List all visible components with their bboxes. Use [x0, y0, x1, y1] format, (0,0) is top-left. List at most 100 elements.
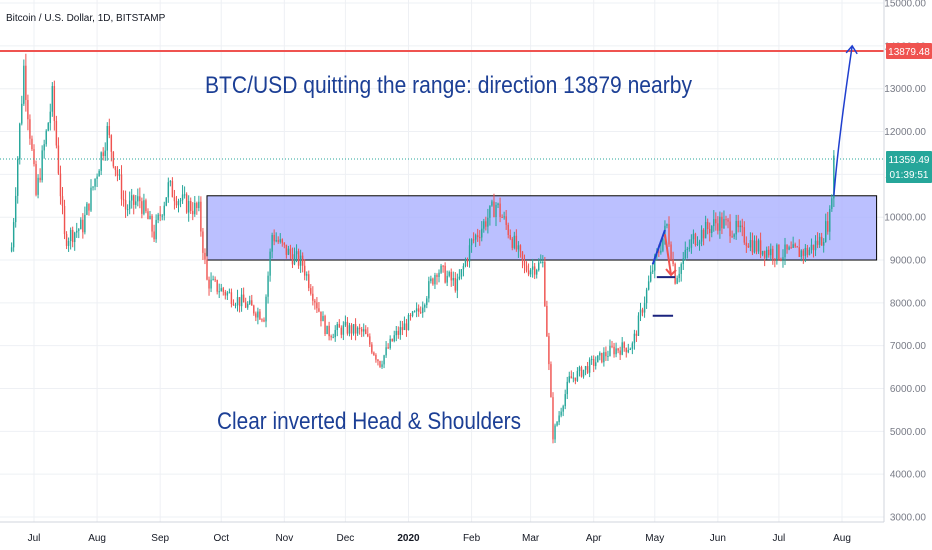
y-tick-label: 13000.00 — [884, 84, 926, 95]
candle-body — [814, 240, 817, 251]
y-tick-label: 9000.00 — [890, 256, 927, 267]
candle-body — [538, 262, 540, 271]
candle-body — [607, 355, 609, 357]
candle-body — [385, 347, 387, 356]
candle-body — [167, 182, 170, 198]
candle-body — [688, 247, 691, 249]
candle-body — [283, 242, 286, 245]
candle-body — [501, 216, 503, 218]
candle-body — [183, 194, 186, 196]
candle-body — [198, 201, 200, 209]
candle-body — [495, 204, 497, 218]
candle-body — [700, 229, 703, 242]
candle-body — [71, 229, 74, 243]
candle-body — [529, 269, 532, 275]
candle-body — [214, 279, 216, 281]
candle-body — [554, 425, 556, 440]
candle-body — [684, 249, 686, 259]
candle-body — [825, 221, 827, 242]
candle-body — [285, 244, 288, 255]
candle-body — [660, 250, 662, 253]
x-tick-label: Oct — [213, 533, 229, 544]
candle-body — [342, 325, 345, 335]
pattern-annotation: Clear inverted Head & Shoulders — [217, 408, 521, 435]
candle-body — [711, 226, 713, 233]
candle-body — [641, 309, 644, 313]
candle-body — [739, 225, 741, 228]
candle-body — [670, 244, 672, 260]
candle-body — [73, 232, 76, 243]
candle-body — [265, 296, 267, 322]
neckline-line — [651, 229, 666, 265]
candle-body — [204, 252, 206, 260]
candle-body — [143, 200, 145, 214]
candle-body — [438, 272, 440, 278]
candle-body — [348, 325, 351, 334]
candle-body — [623, 342, 625, 348]
candle-body — [163, 205, 165, 216]
candle-body — [161, 215, 163, 217]
candle-body — [192, 210, 194, 215]
candle-body — [84, 214, 86, 233]
candle-body — [590, 359, 593, 361]
candle-body — [310, 288, 312, 294]
candle-body — [765, 249, 768, 258]
candle-body — [234, 304, 237, 306]
candle-body — [674, 263, 676, 284]
candle-body — [135, 201, 137, 205]
candle-body — [768, 249, 770, 256]
candle-body — [609, 345, 611, 356]
x-tick-label: May — [645, 533, 664, 544]
candle-body — [106, 126, 108, 151]
candle-body — [246, 303, 249, 308]
candle-body — [389, 338, 391, 349]
candle-body — [682, 258, 684, 265]
candle-body — [588, 359, 591, 373]
projection-arrow — [833, 45, 853, 196]
candle-body — [51, 86, 54, 112]
candle-body — [147, 211, 149, 220]
candle-body — [654, 255, 656, 271]
candle-body — [21, 103, 23, 124]
candle-body — [485, 221, 487, 227]
candle-body — [619, 350, 621, 355]
candle-body — [277, 240, 279, 242]
candle-body — [267, 275, 269, 297]
x-tick-label: Feb — [463, 533, 481, 544]
candle-body — [546, 305, 548, 337]
candle-body — [409, 315, 412, 317]
candle-body — [796, 246, 798, 248]
candle-body — [149, 215, 151, 220]
headline-annotation: BTC/USD quitting the range: direction 13… — [205, 72, 692, 99]
candle-body — [562, 406, 564, 412]
candle-body — [273, 234, 275, 242]
candle-body — [96, 176, 98, 179]
y-tick-label: 7000.00 — [890, 341, 927, 352]
candle-body — [489, 205, 491, 218]
candle-body — [352, 324, 355, 334]
candle-body — [499, 203, 501, 217]
countdown-label: 01:39:51 — [890, 170, 929, 181]
candle-body — [723, 219, 725, 229]
y-tick-label: 6000.00 — [890, 384, 927, 395]
candle-body — [749, 240, 752, 248]
candle-body — [784, 244, 786, 258]
candle-body — [80, 219, 82, 230]
candle-body — [617, 348, 619, 351]
candle-body — [177, 201, 180, 206]
candle-body — [92, 186, 94, 188]
candle-body — [810, 244, 813, 250]
candle-body — [794, 244, 796, 247]
candle-body — [704, 221, 707, 239]
candle-body — [43, 144, 45, 151]
candle-body — [299, 255, 302, 266]
candle-body — [281, 239, 284, 243]
candle-body — [224, 291, 227, 296]
candle-body — [574, 377, 577, 381]
candle-body — [747, 245, 750, 248]
candle-body — [753, 240, 756, 253]
target-price-label: 13879.48 — [888, 47, 930, 58]
candle-body — [426, 298, 428, 305]
candle-body — [47, 123, 49, 131]
candle-body — [692, 233, 695, 240]
